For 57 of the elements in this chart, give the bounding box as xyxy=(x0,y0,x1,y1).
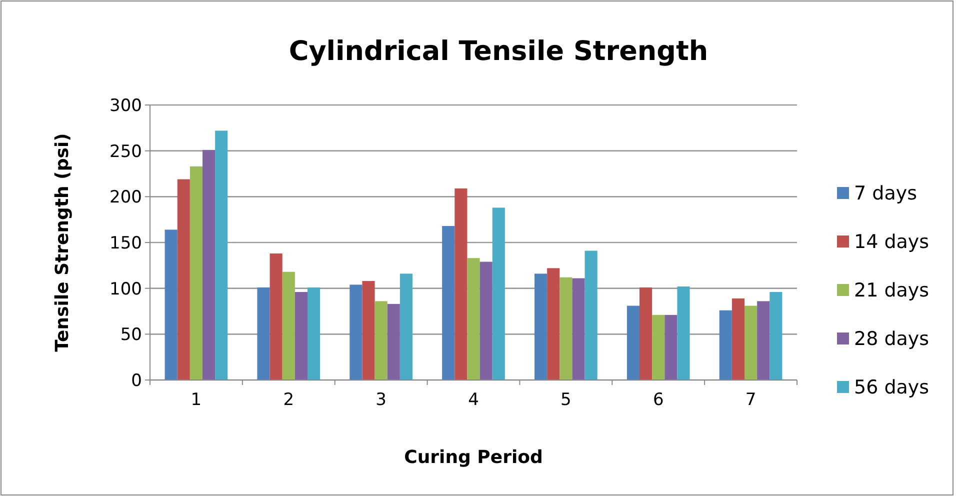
bar xyxy=(719,310,732,380)
bar xyxy=(640,287,652,380)
bar xyxy=(257,287,270,380)
y-tick-label: 150 xyxy=(110,233,142,254)
bar xyxy=(177,179,190,380)
y-tick-label: 250 xyxy=(110,142,142,162)
bar xyxy=(164,230,178,380)
legend-label: 56 days xyxy=(854,376,930,399)
bar xyxy=(770,292,782,380)
bar xyxy=(560,277,572,380)
y-tick-label: 100 xyxy=(110,279,142,300)
bar xyxy=(387,304,400,380)
bar xyxy=(350,284,362,380)
bar xyxy=(664,314,678,380)
x-tick-label: 6 xyxy=(652,390,664,410)
bar xyxy=(677,286,690,380)
x-tick-label: 1 xyxy=(190,390,202,410)
bar xyxy=(308,287,320,380)
bar xyxy=(400,274,412,380)
x-tick-label: 4 xyxy=(468,390,479,410)
bar xyxy=(480,262,492,380)
bar xyxy=(757,301,770,380)
bar xyxy=(572,278,585,380)
x-tick-label: 2 xyxy=(283,390,294,410)
y-tick-label: 0 xyxy=(131,370,142,391)
bar xyxy=(294,292,308,380)
bar xyxy=(744,306,758,380)
bar xyxy=(467,258,480,380)
legend-label: 14 days xyxy=(854,231,930,254)
bar xyxy=(190,166,202,380)
legend-label: 21 days xyxy=(854,280,930,302)
bar xyxy=(454,188,468,380)
x-tick-label: 7 xyxy=(745,390,756,410)
chart-title: Cylindrical Tensile Strength xyxy=(288,36,708,67)
y-axis-title: Tensile Strength (psi) xyxy=(52,133,73,352)
bar xyxy=(442,226,455,380)
y-tick-label: 200 xyxy=(110,188,142,208)
bar xyxy=(282,272,295,380)
bar xyxy=(547,268,560,380)
bar xyxy=(534,274,548,380)
bar xyxy=(652,314,665,380)
bar xyxy=(362,281,375,380)
bar xyxy=(626,306,640,380)
y-tick-label: 50 xyxy=(120,325,142,346)
bar xyxy=(202,150,216,380)
bar xyxy=(374,301,388,380)
bar xyxy=(584,250,598,380)
x-tick-label: 5 xyxy=(560,390,572,410)
y-tick-label: 300 xyxy=(110,96,142,116)
bar xyxy=(270,254,282,380)
x-tick-label: 3 xyxy=(376,390,386,410)
legend-label: 7 days xyxy=(854,182,917,205)
legend-label: 28 days xyxy=(854,328,930,350)
bar xyxy=(215,130,228,380)
bar xyxy=(732,298,744,380)
bar xyxy=(492,208,505,380)
x-axis-title: Curing Period xyxy=(404,447,543,468)
